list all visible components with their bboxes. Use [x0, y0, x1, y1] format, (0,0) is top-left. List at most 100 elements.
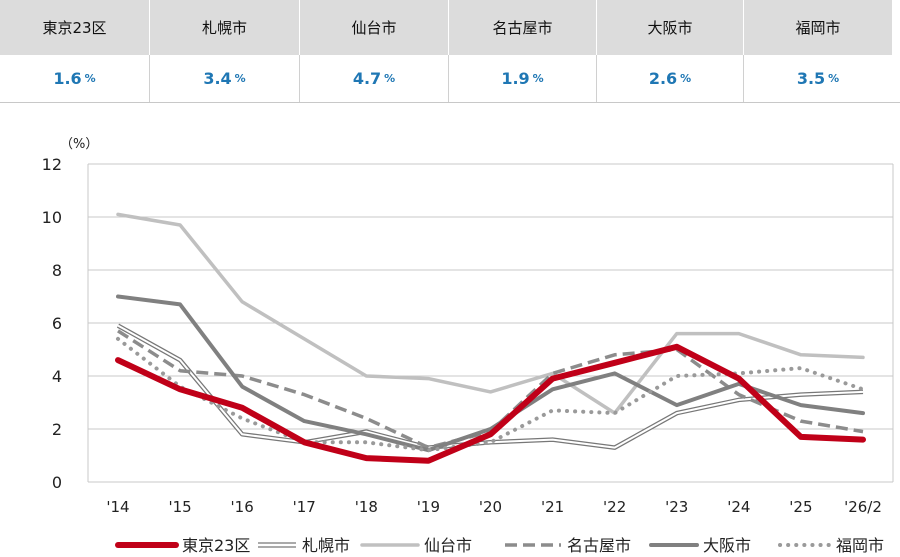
data-point	[551, 438, 555, 442]
y-tick-label: 10	[42, 208, 62, 227]
y-tick-label: 8	[52, 261, 62, 280]
data-point	[489, 390, 493, 394]
data-point	[364, 416, 368, 420]
data-point	[302, 337, 306, 341]
y-tick-label: 6	[52, 314, 62, 333]
series-line-inner	[117, 324, 864, 449]
data-point	[116, 358, 120, 362]
y-tick-label: 0	[52, 473, 62, 492]
summary-value-fukuoka: 3.5%	[744, 55, 892, 102]
data-point	[675, 403, 679, 407]
data-point	[178, 302, 182, 306]
data-point	[364, 440, 368, 444]
data-point	[675, 332, 679, 336]
summary-value-sapporo: 3.4%	[150, 55, 299, 102]
summary-value-number: 1.6	[53, 69, 82, 88]
summary-value-number: 1.9	[501, 69, 530, 88]
data-point	[799, 403, 803, 407]
data-point	[178, 387, 182, 391]
summary-head-nagoya: 名古屋市	[449, 0, 596, 55]
summary-value-number: 3.4	[203, 69, 232, 88]
x-tick-label: '26/2	[844, 498, 882, 516]
x-axis-ticks: '14 '15 '16 '17 '18 '19 '20 '21 '22 '23 '24 '25 '26/…	[106, 498, 882, 516]
data-point	[178, 358, 182, 362]
x-tick-label: '22	[603, 498, 626, 516]
data-point	[861, 438, 865, 442]
legend-item: 東京23区	[115, 536, 250, 555]
chart-series	[115, 212, 866, 464]
data-point	[489, 440, 493, 444]
legend-item: 福岡市	[778, 536, 884, 555]
y-tick-label: 4	[52, 367, 62, 386]
summary-value-osaka: 2.6%	[597, 55, 743, 102]
summary-divider	[299, 55, 300, 102]
summary-value-number: 4.7	[352, 69, 382, 88]
data-point	[613, 353, 617, 357]
y-axis-ticks: 0 2 4 6 8 10 12	[42, 155, 62, 492]
summary-value-number: 2.6	[648, 69, 678, 88]
summary-value-unit: %	[84, 72, 96, 85]
y-axis-label: （%）	[60, 137, 98, 152]
data-point	[551, 387, 555, 391]
data-point	[737, 377, 741, 381]
data-point	[240, 416, 244, 420]
x-tick-label: '16	[231, 498, 254, 516]
data-point	[240, 385, 244, 389]
series-line	[116, 294, 865, 453]
legend-label: 仙台市	[424, 536, 472, 555]
data-point	[861, 387, 865, 391]
data-point	[116, 324, 120, 328]
data-point	[240, 432, 244, 436]
data-point	[426, 448, 430, 452]
summary-head-sendai: 仙台市	[300, 0, 448, 55]
data-point	[861, 411, 865, 415]
series-2	[116, 323, 864, 450]
summary-divider	[743, 55, 744, 102]
summary-value-tokyo: 1.6%	[0, 55, 149, 102]
summary-value-unit: %	[828, 72, 840, 85]
data-point	[178, 223, 182, 227]
data-point	[302, 393, 306, 397]
data-point	[364, 432, 368, 436]
y-tick-label: 12	[42, 155, 62, 174]
data-point	[364, 374, 368, 378]
data-point	[613, 371, 617, 375]
data-point	[613, 446, 617, 450]
x-tick-label: '21	[541, 498, 564, 516]
summary-value-unit: %	[532, 72, 544, 85]
data-point	[675, 345, 679, 349]
chart-legend: 東京23区 札幌市 仙台市 名古屋市 大阪市 福岡市	[115, 536, 884, 555]
data-point	[737, 332, 741, 336]
data-point	[799, 366, 803, 370]
data-point	[116, 212, 120, 216]
data-point	[116, 295, 120, 299]
line-chart: 0 2 4 6 8 10 12 '14 '15 '16 '17 '18 '19 '20 '21 '22 '23…	[42, 137, 894, 555]
data-point	[240, 406, 244, 410]
data-point	[302, 440, 306, 444]
data-point	[551, 377, 555, 381]
legend-item: 大阪市	[649, 536, 751, 555]
summary-value-unit: %	[384, 72, 396, 85]
x-tick-label: '17	[293, 498, 316, 516]
summary-head-sapporo: 札幌市	[150, 0, 299, 55]
legend-item: 仙台市	[360, 536, 472, 555]
data-point	[799, 419, 803, 423]
x-tick-label: '20	[479, 498, 502, 516]
series-5	[116, 294, 865, 453]
y-tick-label: 2	[52, 420, 62, 439]
x-tick-label: '25	[789, 498, 812, 516]
data-point	[116, 329, 120, 333]
data-point	[551, 371, 555, 375]
x-tick-label: '15	[168, 498, 191, 516]
data-point	[861, 355, 865, 359]
summary-divider	[596, 55, 597, 102]
summary-head-tokyo: 東京23区	[0, 0, 149, 55]
legend-label: 名古屋市	[567, 536, 631, 555]
summary-value-number: 3.5	[796, 69, 826, 88]
data-point	[426, 377, 430, 381]
x-tick-label: '24	[727, 498, 750, 516]
data-point	[799, 393, 803, 397]
data-point	[675, 411, 679, 415]
summary-value-sendai: 4.7%	[300, 55, 448, 102]
summary-divider	[149, 55, 150, 102]
